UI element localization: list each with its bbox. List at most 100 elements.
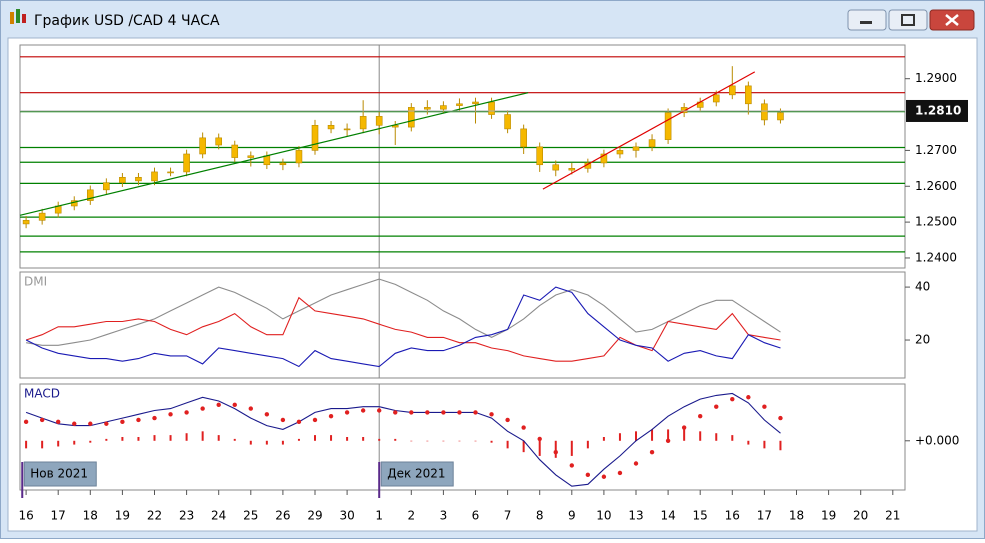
signal-dot (104, 421, 109, 426)
close-button[interactable] (929, 9, 975, 31)
y-tick-label: 40 (915, 280, 930, 294)
candle-body (456, 103, 463, 106)
signal-dot (120, 419, 125, 425)
signal-dot (377, 408, 382, 413)
histogram-bar (763, 440, 766, 449)
histogram-bar (121, 437, 124, 441)
x-tick-label: 25 (243, 509, 258, 523)
panel-frame (19, 383, 906, 491)
signal-dot (216, 402, 221, 408)
candle-body (167, 171, 174, 174)
signal-dot (681, 425, 687, 430)
candle-body (632, 146, 640, 151)
candle-body (215, 137, 222, 146)
histogram-bar (25, 440, 28, 449)
signal-dot (553, 449, 558, 455)
candle-body (488, 101, 495, 115)
signal-dot (264, 412, 270, 417)
signal-dot (698, 413, 703, 419)
minimize-button[interactable] (847, 9, 887, 31)
candle-body (777, 112, 784, 121)
y-tick-label: 1.2700 (915, 143, 957, 157)
histogram-bar (105, 438, 108, 441)
signal-dot (312, 417, 318, 423)
histogram-bar (281, 440, 284, 445)
x-tick-label: 21 (885, 509, 900, 523)
x-tick-label: 3 (440, 509, 448, 523)
histogram-bar (137, 437, 140, 441)
candle-body (151, 171, 158, 182)
signal-dot (473, 410, 478, 415)
indicator-line (25, 286, 781, 368)
signal-dot (55, 419, 61, 425)
histogram-bar (314, 435, 316, 441)
signal-dot (489, 412, 494, 417)
x-tick-label: 17 (757, 509, 772, 523)
candle-body (552, 164, 560, 171)
candle-body (22, 220, 30, 225)
candle-body (440, 105, 447, 110)
signal-dot (457, 410, 462, 415)
histogram-bar (57, 440, 60, 447)
candle-body (375, 116, 383, 126)
month-label-box (380, 461, 454, 487)
signal-dot (617, 470, 623, 476)
histogram-bar (41, 440, 44, 449)
candle-body (38, 212, 46, 221)
histogram-bar (410, 440, 413, 442)
candle-body (761, 103, 768, 121)
candle-body (183, 153, 190, 173)
signal-dot (88, 421, 93, 426)
histogram-bar (683, 429, 686, 441)
panel-title: DMI (24, 275, 47, 289)
histogram-bar (362, 437, 365, 441)
indicator-line (26, 278, 781, 346)
x-tick-label: 2 (407, 509, 415, 523)
histogram-bar (522, 440, 525, 453)
y-tick-label: 1.2600 (915, 179, 957, 193)
x-tick-label: 9 (568, 509, 576, 523)
signal-dot (537, 436, 542, 442)
month-label-box (23, 461, 97, 487)
signal-dot (248, 406, 253, 411)
candle-body (680, 107, 688, 114)
histogram-bar (169, 435, 172, 441)
x-tick-label: 29 (307, 509, 322, 523)
panel-frame (19, 44, 906, 269)
histogram-bar (699, 431, 702, 441)
signal-dot (280, 417, 286, 423)
histogram-bar (490, 440, 493, 443)
candle-body (295, 150, 303, 164)
x-tick-label: 6 (472, 509, 480, 523)
candle-body (247, 155, 255, 158)
maximize-button[interactable] (888, 9, 928, 31)
x-tick-label: 24 (211, 509, 226, 523)
app-icon (10, 9, 26, 24)
x-tick-label: 13 (628, 509, 643, 523)
candle-body (600, 153, 608, 164)
signal-dot (136, 417, 141, 423)
candle-body (568, 168, 576, 171)
candle-body (327, 125, 335, 130)
x-tick-label: 10 (596, 509, 611, 523)
y-tick-label: 1.2900 (915, 71, 957, 85)
candle-body (311, 125, 319, 151)
signal-dot (360, 408, 366, 413)
signal-dot (778, 415, 783, 421)
histogram-bar (330, 435, 333, 441)
signal-dot (39, 417, 45, 423)
signal-dot (296, 419, 302, 425)
signal-dot (649, 449, 655, 455)
histogram-bar (779, 440, 782, 451)
candle-body (231, 144, 239, 158)
histogram-bar (442, 440, 445, 442)
x-tick-label: 16 (725, 509, 740, 523)
indicator-line (25, 296, 781, 362)
candle-body (472, 101, 479, 105)
candle-body (745, 85, 752, 105)
signal-dot (184, 410, 189, 415)
signal-dot (714, 404, 719, 409)
candle-body (408, 107, 415, 128)
histogram-bar (394, 438, 397, 441)
